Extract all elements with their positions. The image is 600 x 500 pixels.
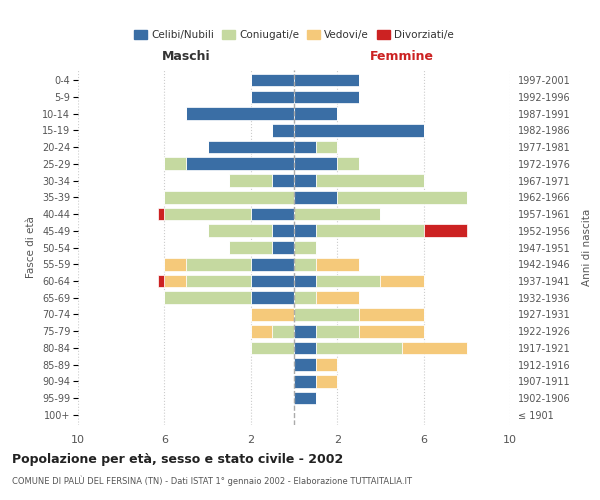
Bar	[208, 140, 294, 153]
Bar	[229, 241, 272, 254]
Bar	[251, 274, 294, 287]
Bar	[359, 308, 424, 321]
Bar	[294, 108, 337, 120]
Bar	[294, 258, 316, 270]
Text: COMUNE DI PALÙ DEL FERSINA (TN) - Dati ISTAT 1° gennaio 2002 - Elaborazione TUTT: COMUNE DI PALÙ DEL FERSINA (TN) - Dati I…	[12, 476, 412, 486]
Bar	[164, 258, 186, 270]
Bar	[316, 174, 424, 187]
Bar	[402, 342, 467, 354]
Bar	[380, 274, 424, 287]
Bar	[294, 174, 316, 187]
Bar	[251, 292, 294, 304]
Text: Popolazione per età, sesso e stato civile - 2002: Popolazione per età, sesso e stato civil…	[12, 452, 343, 466]
Bar	[294, 124, 424, 136]
Bar	[316, 325, 359, 338]
Bar	[251, 258, 294, 270]
Bar	[294, 358, 316, 371]
Bar	[251, 325, 272, 338]
Bar	[316, 224, 424, 237]
Bar	[251, 342, 294, 354]
Bar	[424, 224, 467, 237]
Bar	[359, 325, 424, 338]
Bar	[316, 274, 380, 287]
Bar	[229, 174, 272, 187]
Bar	[272, 174, 294, 187]
Legend: Celibi/Nubili, Coniugati/e, Vedovi/e, Divorziati/e: Celibi/Nubili, Coniugati/e, Vedovi/e, Di…	[130, 26, 458, 44]
Bar	[316, 258, 359, 270]
Bar	[251, 208, 294, 220]
Text: Maschi: Maschi	[161, 50, 211, 63]
Bar	[164, 292, 251, 304]
Bar	[316, 375, 337, 388]
Bar	[251, 74, 294, 86]
Bar	[251, 90, 294, 103]
Bar	[294, 241, 316, 254]
Bar	[272, 124, 294, 136]
Bar	[272, 224, 294, 237]
Bar	[337, 191, 467, 203]
Bar	[158, 274, 164, 287]
Bar	[164, 191, 294, 203]
Bar	[272, 241, 294, 254]
Bar	[251, 308, 294, 321]
Bar	[164, 158, 186, 170]
Bar	[272, 325, 294, 338]
Bar	[164, 208, 251, 220]
Bar	[294, 208, 380, 220]
Bar	[294, 375, 316, 388]
Bar	[294, 325, 316, 338]
Bar	[316, 140, 337, 153]
Bar	[158, 208, 164, 220]
Bar	[294, 140, 316, 153]
Bar	[316, 358, 337, 371]
Bar	[294, 274, 316, 287]
Bar	[337, 158, 359, 170]
Bar	[186, 274, 251, 287]
Bar	[294, 292, 316, 304]
Bar	[294, 342, 316, 354]
Bar	[186, 258, 251, 270]
Bar	[294, 224, 316, 237]
Bar	[208, 224, 272, 237]
Bar	[294, 90, 359, 103]
Bar	[294, 74, 359, 86]
Bar	[294, 308, 359, 321]
Y-axis label: Anni di nascita: Anni di nascita	[581, 209, 592, 286]
Bar	[186, 108, 294, 120]
Bar	[294, 392, 316, 404]
Bar	[316, 342, 402, 354]
Bar	[186, 158, 294, 170]
Y-axis label: Fasce di età: Fasce di età	[26, 216, 37, 278]
Bar	[316, 292, 359, 304]
Bar	[164, 274, 186, 287]
Bar	[294, 191, 337, 203]
Bar	[294, 158, 337, 170]
Text: Femmine: Femmine	[370, 50, 434, 63]
